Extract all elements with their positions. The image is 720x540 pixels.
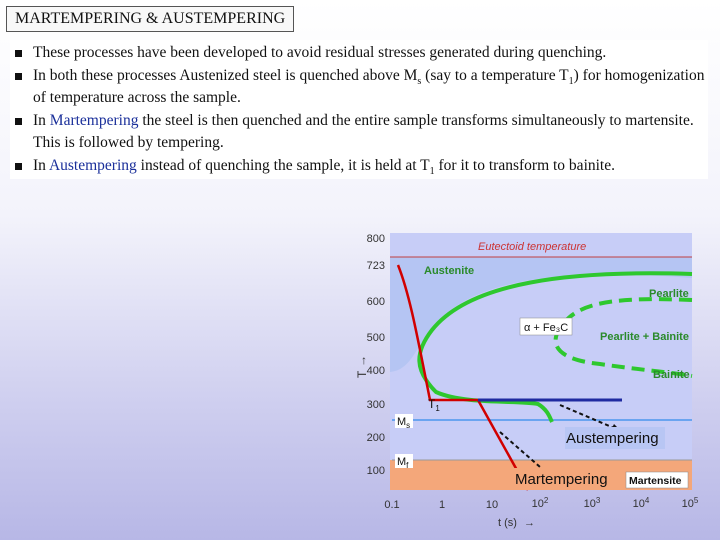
y-axis-label: T [355, 370, 369, 378]
bullet-item: In Austempering instead of quenching the… [10, 155, 708, 178]
bullet-text: In [33, 156, 49, 174]
x-tick-label: 105 [682, 496, 699, 510]
austenite-region [390, 257, 692, 372]
bullet-item: In Martempering the steel is then quench… [10, 110, 708, 155]
martempering-arrow [499, 431, 549, 475]
bullet-text: 1 [568, 75, 574, 87]
bullet-text: for it to transform to bainite. [434, 156, 616, 174]
y-tick-label: 800 [367, 233, 385, 245]
bullet-text: ) for homogenization of temperature acro… [33, 66, 705, 107]
highlight-term: Martempering [49, 111, 139, 129]
slide-title: MARTEMPERING & AUSTEMPERING [6, 6, 295, 32]
y-tick-label: 500 [367, 332, 385, 344]
bullet-text: instead of quenching the sample, it is h… [136, 156, 430, 174]
y-tick-label: 400 [367, 365, 385, 377]
y-tick-label: 200 [367, 432, 385, 444]
austenite-label: Austenite [424, 265, 474, 277]
pearlite-label: Pearlite [649, 288, 689, 300]
y-axis-ticks: 800 723 600 500 400 300 200 100 [367, 233, 385, 477]
mf-label: Mf [397, 456, 409, 470]
highlight-term: Austempering [48, 156, 137, 174]
y-axis-arrow: ↑ [361, 353, 367, 367]
austempering-arrow [559, 404, 615, 429]
bullet-text: These processes have been developed to a… [33, 44, 607, 61]
bullet-text: In both these processes Austenized steel… [33, 66, 418, 84]
pearlite-bainite-label: Pearlite + Bainite [600, 331, 689, 343]
bullet-item: In both these processes Austenized steel… [10, 65, 708, 110]
y-tick-label: 723 [367, 260, 385, 272]
transformation-finish-curve [553, 297, 693, 378]
x-tick-label: 10 [486, 499, 498, 511]
martensite-label: Martensite [629, 475, 682, 487]
y-tick-label: 600 [367, 296, 385, 308]
x-tick-label: 0.1 [384, 499, 399, 511]
bullet-text: s [417, 75, 422, 87]
y-tick-label: 100 [367, 465, 385, 477]
x-axis-label: t (s) → [498, 517, 535, 529]
x-tick-label: 104 [633, 496, 650, 510]
bullet-text: 1 [429, 165, 435, 177]
ms-label: Ms [397, 416, 410, 430]
bullet-text: (say to a temperature T [421, 66, 569, 84]
bullet-text: the steel is then quenched and the entir… [33, 111, 694, 152]
y-tick-label: 300 [367, 399, 385, 411]
x-tick-label: 102 [532, 496, 549, 510]
x-axis-ticks: 0.1 1 10 102 103 104 105 [384, 496, 699, 511]
alpha-fe3c-label: α + Fe₃C [524, 322, 568, 334]
transformation-start-curve [417, 271, 693, 423]
t1-label: T1 [428, 397, 440, 413]
martempering-label: Martempering [515, 471, 608, 488]
eutectoid-label: Eutectoid temperature [478, 241, 586, 253]
bainite-label: Bainite [653, 369, 690, 381]
quench-path [396, 264, 530, 491]
austempering-label: Austempering [566, 430, 659, 447]
x-tick-label: 103 [584, 496, 601, 510]
bullet-list: These processes have been developed to a… [10, 40, 708, 179]
bullet-text: In [33, 111, 50, 129]
bullet-item: These processes have been developed to a… [10, 42, 708, 65]
x-tick-label: 1 [439, 499, 445, 511]
